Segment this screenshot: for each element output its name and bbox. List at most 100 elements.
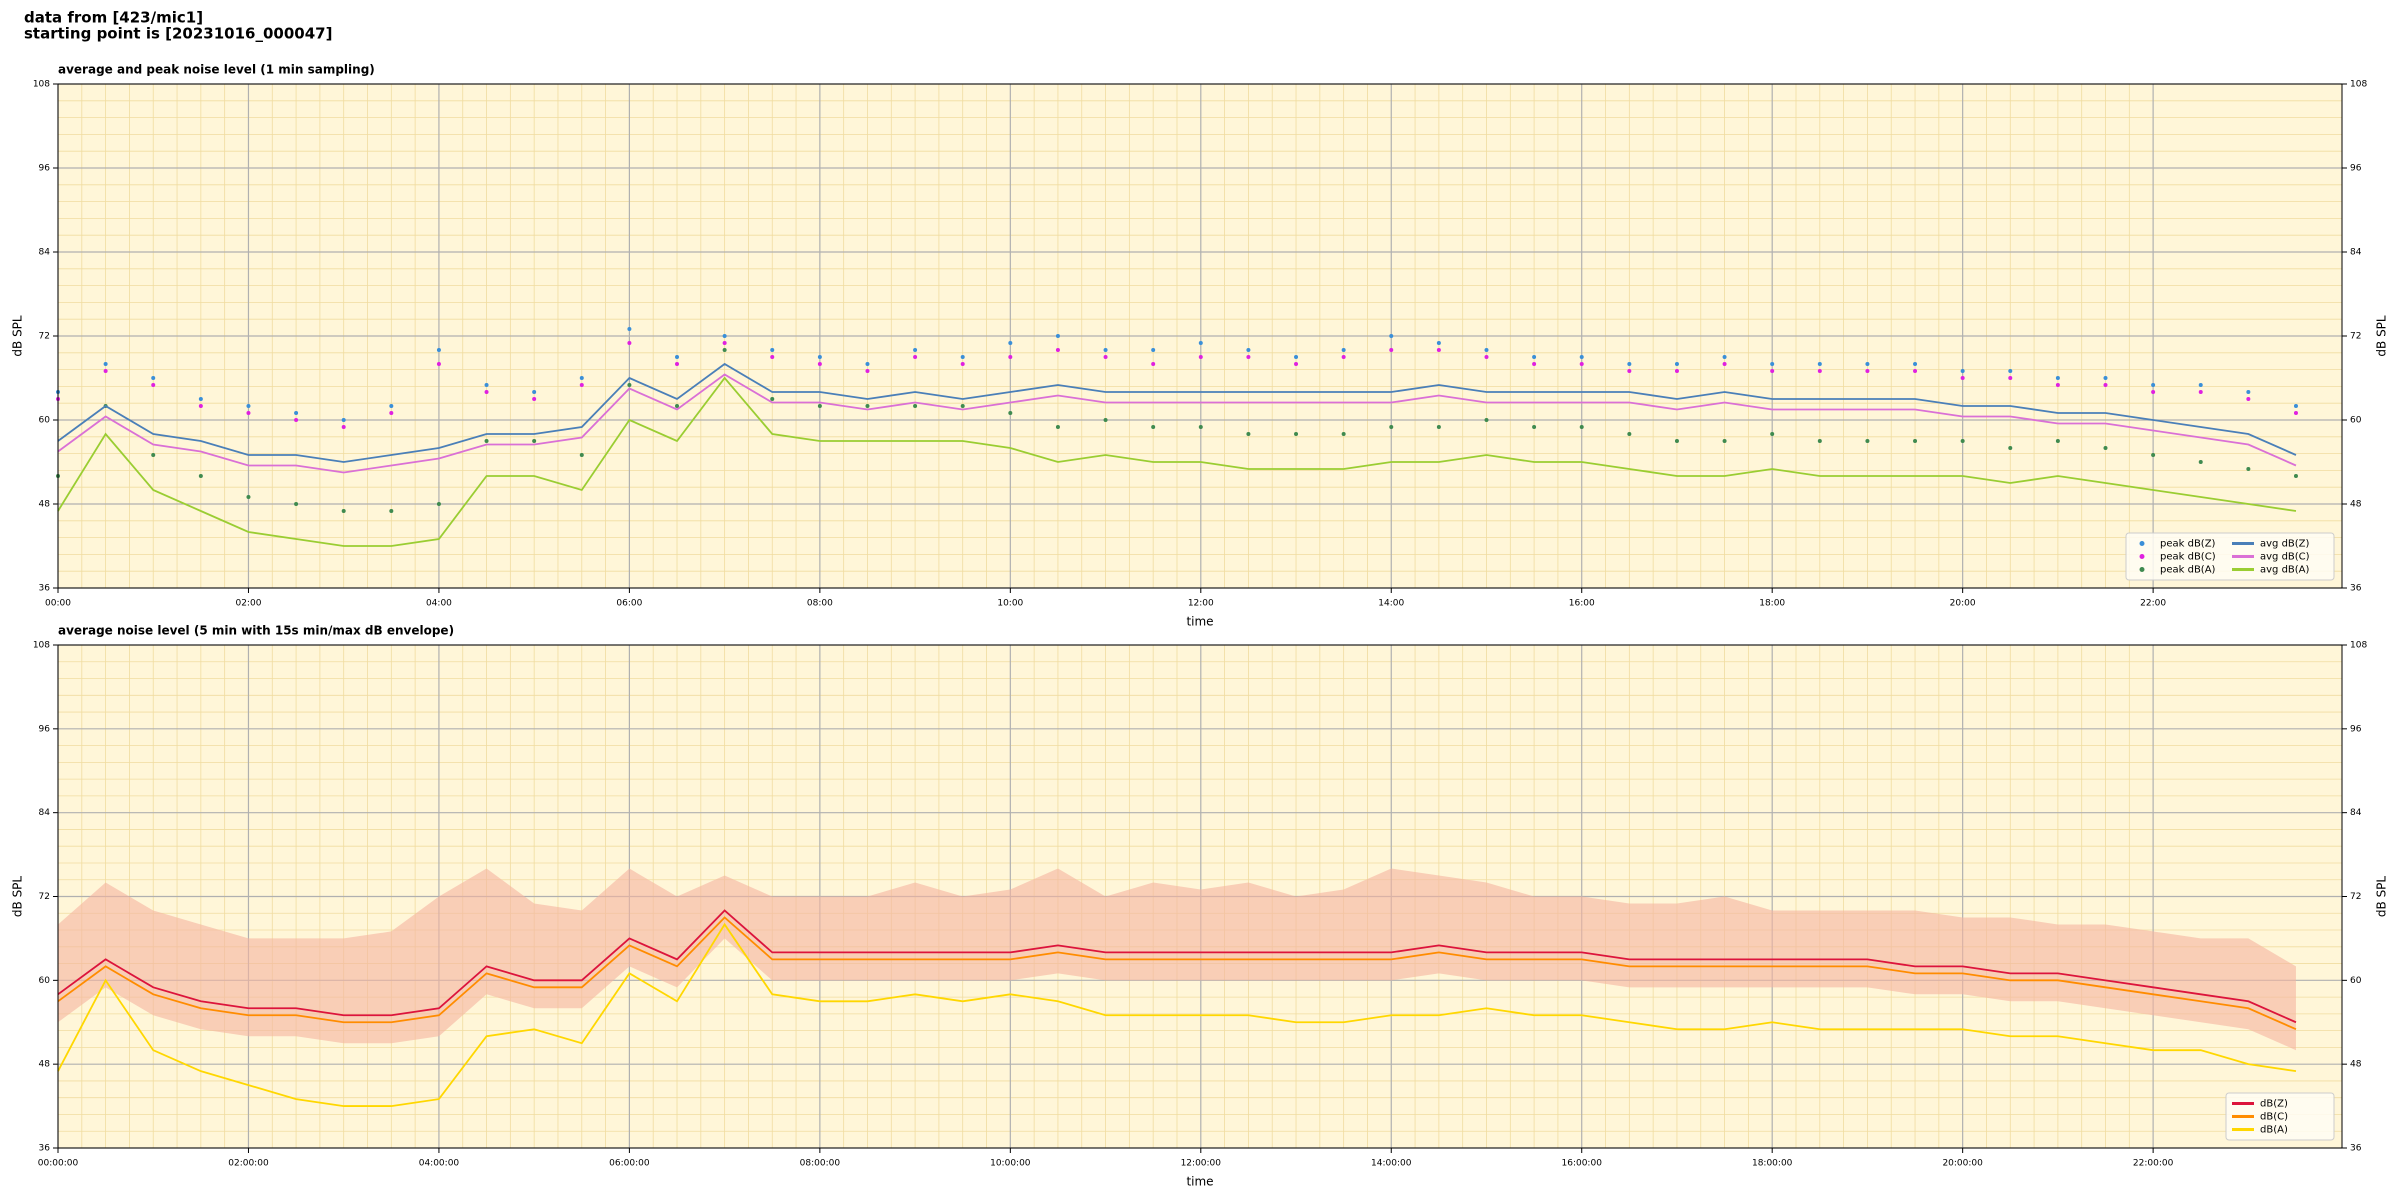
peak-dot [1770, 432, 1775, 436]
peak-dot [1674, 369, 1679, 373]
y-tick-label: 60 [2350, 976, 2362, 986]
peak-dot [817, 362, 822, 366]
peak-dot [389, 404, 394, 408]
peak-dot [1389, 425, 1394, 429]
y-tick-label: 72 [2350, 332, 2361, 342]
series-line [57, 373, 2297, 474]
y-tick-label: 96 [2350, 724, 2362, 734]
peak-dot [1817, 369, 1822, 373]
peak-dot [1722, 362, 1727, 366]
x-tick-label: 20:00:00 [1942, 1159, 1983, 1169]
peak-dot [1151, 425, 1156, 429]
peak-dot [1103, 418, 1108, 422]
peak-dot [770, 348, 775, 352]
x-axis-label: time [1186, 615, 1213, 629]
peak-dot [198, 404, 203, 408]
peak-dot [1722, 439, 1727, 443]
peak-dot [2198, 390, 2203, 394]
y-tick-label: 48 [2350, 1060, 2362, 1070]
peak-dot [2103, 383, 2108, 387]
peak-dot [865, 404, 870, 408]
peak-dot [246, 411, 251, 415]
y-tick-label: 48 [39, 500, 51, 510]
peak-dot [436, 348, 441, 352]
peak-dot [960, 362, 965, 366]
peak-dot [1913, 362, 1918, 366]
peak-dot [627, 341, 632, 345]
peak-dot [913, 348, 918, 352]
peak-dot [1817, 439, 1822, 443]
y-tick-label: 96 [2350, 164, 2362, 174]
peak-dot [1532, 362, 1537, 366]
legend-label: avg dB(Z) [2260, 539, 2310, 550]
y-axis-label: dB SPL [2375, 876, 2389, 918]
peak-dot [1389, 348, 1394, 352]
peak-dot [2151, 383, 2156, 387]
y-tick-label: 60 [2350, 416, 2362, 426]
peak-dot [1627, 362, 1632, 366]
legend-label: avg dB(C) [2260, 552, 2310, 563]
peak-dot [627, 383, 632, 387]
peak-dot [675, 362, 680, 366]
peak-dot [1722, 355, 1727, 359]
x-tick-label: 14:00 [1378, 599, 1404, 609]
peak-dot [436, 362, 441, 366]
y-tick-label: 96 [39, 724, 51, 734]
x-tick-label: 04:00:00 [419, 1159, 460, 1169]
peak-dot [1389, 334, 1394, 338]
x-tick-label: 04:00 [426, 599, 452, 609]
peak-dot [1151, 348, 1156, 352]
peak-dot [1865, 369, 1870, 373]
x-tick-label: 06:00:00 [609, 1159, 650, 1169]
peak-dot [1294, 355, 1299, 359]
peak-dot [817, 355, 822, 359]
peak-dot [1960, 369, 1965, 373]
legend-label: peak dB(Z) [2160, 539, 2216, 550]
peak-dot [1674, 362, 1679, 366]
peak-dot [1865, 439, 1870, 443]
peak-dot [2008, 376, 2013, 380]
peak-dot [1246, 348, 1251, 352]
peak-dot [246, 404, 251, 408]
peak-dot [1341, 355, 1346, 359]
peak-dot [722, 341, 727, 345]
peak-dot [770, 397, 775, 401]
peak-dot [1294, 432, 1299, 436]
peak-dot [389, 411, 394, 415]
peak-dot [1294, 362, 1299, 366]
peak-dot [1484, 348, 1489, 352]
series-line [57, 909, 2297, 1024]
y-tick-label: 108 [2350, 80, 2367, 90]
y-tick-label: 36 [2350, 1144, 2362, 1154]
peak-dot [389, 509, 394, 513]
peak-dot [341, 418, 346, 422]
peak-dot [2293, 474, 2298, 478]
x-tick-label: 02:00 [235, 599, 261, 609]
x-tick-label: 22:00 [2140, 599, 2166, 609]
legend-swatch [2139, 567, 2145, 572]
peak-dot [1532, 425, 1537, 429]
y-tick-label: 72 [2350, 892, 2361, 902]
legend-label: peak dB(A) [2160, 565, 2216, 576]
x-tick-label: 12:00:00 [1181, 1159, 1222, 1169]
x-tick-label: 18:00 [1759, 599, 1785, 609]
peak-dot [1008, 341, 1013, 345]
peak-dot [2151, 390, 2156, 394]
plot-frame [57, 644, 2343, 1149]
peak-dot [1055, 348, 1060, 352]
peak-dot [1436, 425, 1441, 429]
peak-dot [770, 355, 775, 359]
series-line [57, 916, 2297, 1031]
peak-dot [2246, 390, 2251, 394]
y-tick-label: 60 [39, 416, 51, 426]
series-line [57, 922, 2297, 1107]
peak-dot [532, 439, 537, 443]
peak-dot [1913, 369, 1918, 373]
peak-dot [484, 383, 489, 387]
peak-dot [1341, 348, 1346, 352]
peak-dot [1817, 362, 1822, 366]
peak-dot [341, 425, 346, 429]
peak-dot [1103, 348, 1108, 352]
peak-dot [294, 418, 299, 422]
x-axis-label: time [1186, 1175, 1213, 1189]
